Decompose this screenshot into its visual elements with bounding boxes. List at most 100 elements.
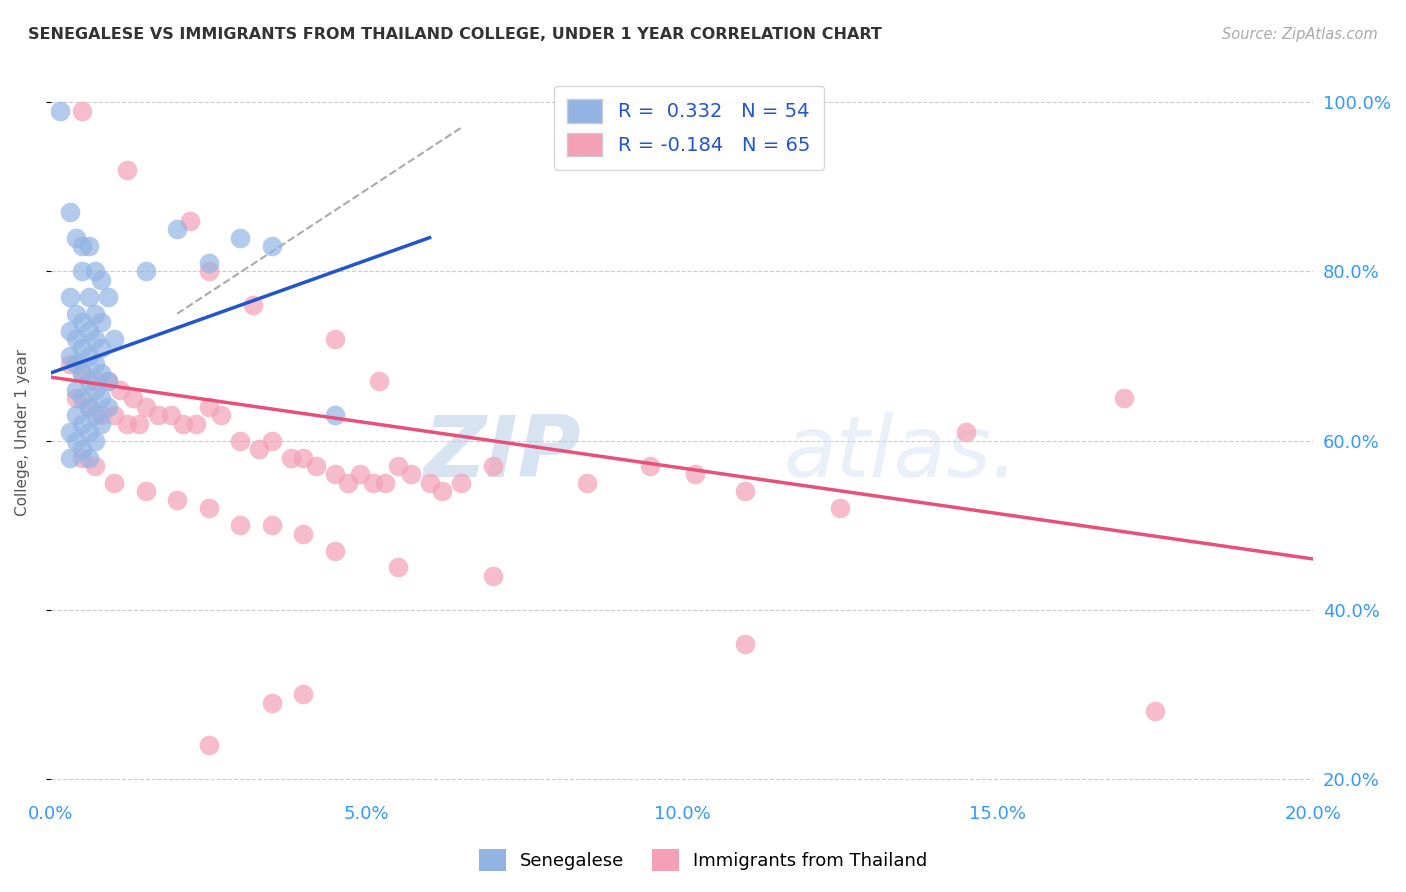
Point — [65, 434, 87, 448]
Point — [247, 442, 270, 456]
Point — [683, 467, 706, 482]
Point — [90, 409, 112, 423]
Point — [65, 383, 87, 397]
Point — [97, 290, 120, 304]
Point — [97, 375, 120, 389]
Point — [59, 425, 82, 439]
Point — [419, 475, 441, 490]
Point — [97, 400, 120, 414]
Point — [229, 434, 252, 448]
Point — [72, 392, 94, 406]
Point — [77, 400, 100, 414]
Point — [197, 256, 219, 270]
Point — [481, 569, 503, 583]
Point — [260, 434, 283, 448]
Point — [77, 239, 100, 253]
Legend: R =  0.332   N = 54, R = -0.184   N = 65: R = 0.332 N = 54, R = -0.184 N = 65 — [554, 86, 824, 169]
Point — [90, 366, 112, 380]
Point — [72, 450, 94, 465]
Legend: Senegalese, Immigrants from Thailand: Senegalese, Immigrants from Thailand — [471, 842, 935, 879]
Point — [387, 560, 409, 574]
Point — [122, 392, 145, 406]
Point — [242, 298, 264, 312]
Point — [292, 450, 315, 465]
Point — [166, 492, 188, 507]
Point — [229, 518, 252, 533]
Point — [128, 417, 150, 431]
Point — [1112, 392, 1135, 406]
Point — [828, 501, 851, 516]
Point — [84, 383, 107, 397]
Point — [65, 409, 87, 423]
Point — [209, 409, 232, 423]
Point — [65, 332, 87, 346]
Point — [72, 341, 94, 355]
Point — [77, 349, 100, 363]
Point — [65, 392, 87, 406]
Point — [481, 458, 503, 473]
Point — [77, 400, 100, 414]
Point — [72, 315, 94, 329]
Point — [179, 213, 201, 227]
Point — [432, 484, 454, 499]
Point — [84, 434, 107, 448]
Point — [65, 230, 87, 244]
Point — [65, 307, 87, 321]
Point — [260, 696, 283, 710]
Point — [166, 222, 188, 236]
Point — [197, 400, 219, 414]
Point — [450, 475, 472, 490]
Point — [84, 332, 107, 346]
Point — [260, 518, 283, 533]
Point — [172, 417, 194, 431]
Point — [115, 417, 138, 431]
Point — [955, 425, 977, 439]
Point — [134, 264, 156, 278]
Text: SENEGALESE VS IMMIGRANTS FROM THAILAND COLLEGE, UNDER 1 YEAR CORRELATION CHART: SENEGALESE VS IMMIGRANTS FROM THAILAND C… — [28, 27, 882, 42]
Point — [59, 324, 82, 338]
Point — [229, 230, 252, 244]
Point — [59, 205, 82, 219]
Point — [72, 442, 94, 456]
Point — [90, 392, 112, 406]
Point — [77, 290, 100, 304]
Point — [59, 358, 82, 372]
Point — [103, 409, 125, 423]
Y-axis label: College, Under 1 year: College, Under 1 year — [15, 349, 30, 516]
Point — [576, 475, 599, 490]
Point — [110, 383, 132, 397]
Point — [323, 332, 346, 346]
Point — [361, 475, 384, 490]
Point — [59, 450, 82, 465]
Point — [280, 450, 302, 465]
Point — [72, 103, 94, 118]
Point — [90, 315, 112, 329]
Point — [197, 264, 219, 278]
Point — [84, 307, 107, 321]
Point — [399, 467, 422, 482]
Point — [197, 501, 219, 516]
Point — [387, 458, 409, 473]
Point — [323, 543, 346, 558]
Point — [77, 450, 100, 465]
Point — [77, 324, 100, 338]
Point — [292, 687, 315, 701]
Point — [72, 417, 94, 431]
Point — [72, 239, 94, 253]
Point — [734, 484, 756, 499]
Point — [134, 484, 156, 499]
Point — [65, 358, 87, 372]
Point — [77, 375, 100, 389]
Point — [59, 349, 82, 363]
Point — [97, 375, 120, 389]
Point — [734, 636, 756, 650]
Point — [115, 163, 138, 178]
Point — [77, 425, 100, 439]
Point — [146, 409, 169, 423]
Point — [197, 738, 219, 752]
Point — [336, 475, 359, 490]
Point — [72, 264, 94, 278]
Text: Source: ZipAtlas.com: Source: ZipAtlas.com — [1222, 27, 1378, 42]
Point — [84, 458, 107, 473]
Point — [349, 467, 371, 482]
